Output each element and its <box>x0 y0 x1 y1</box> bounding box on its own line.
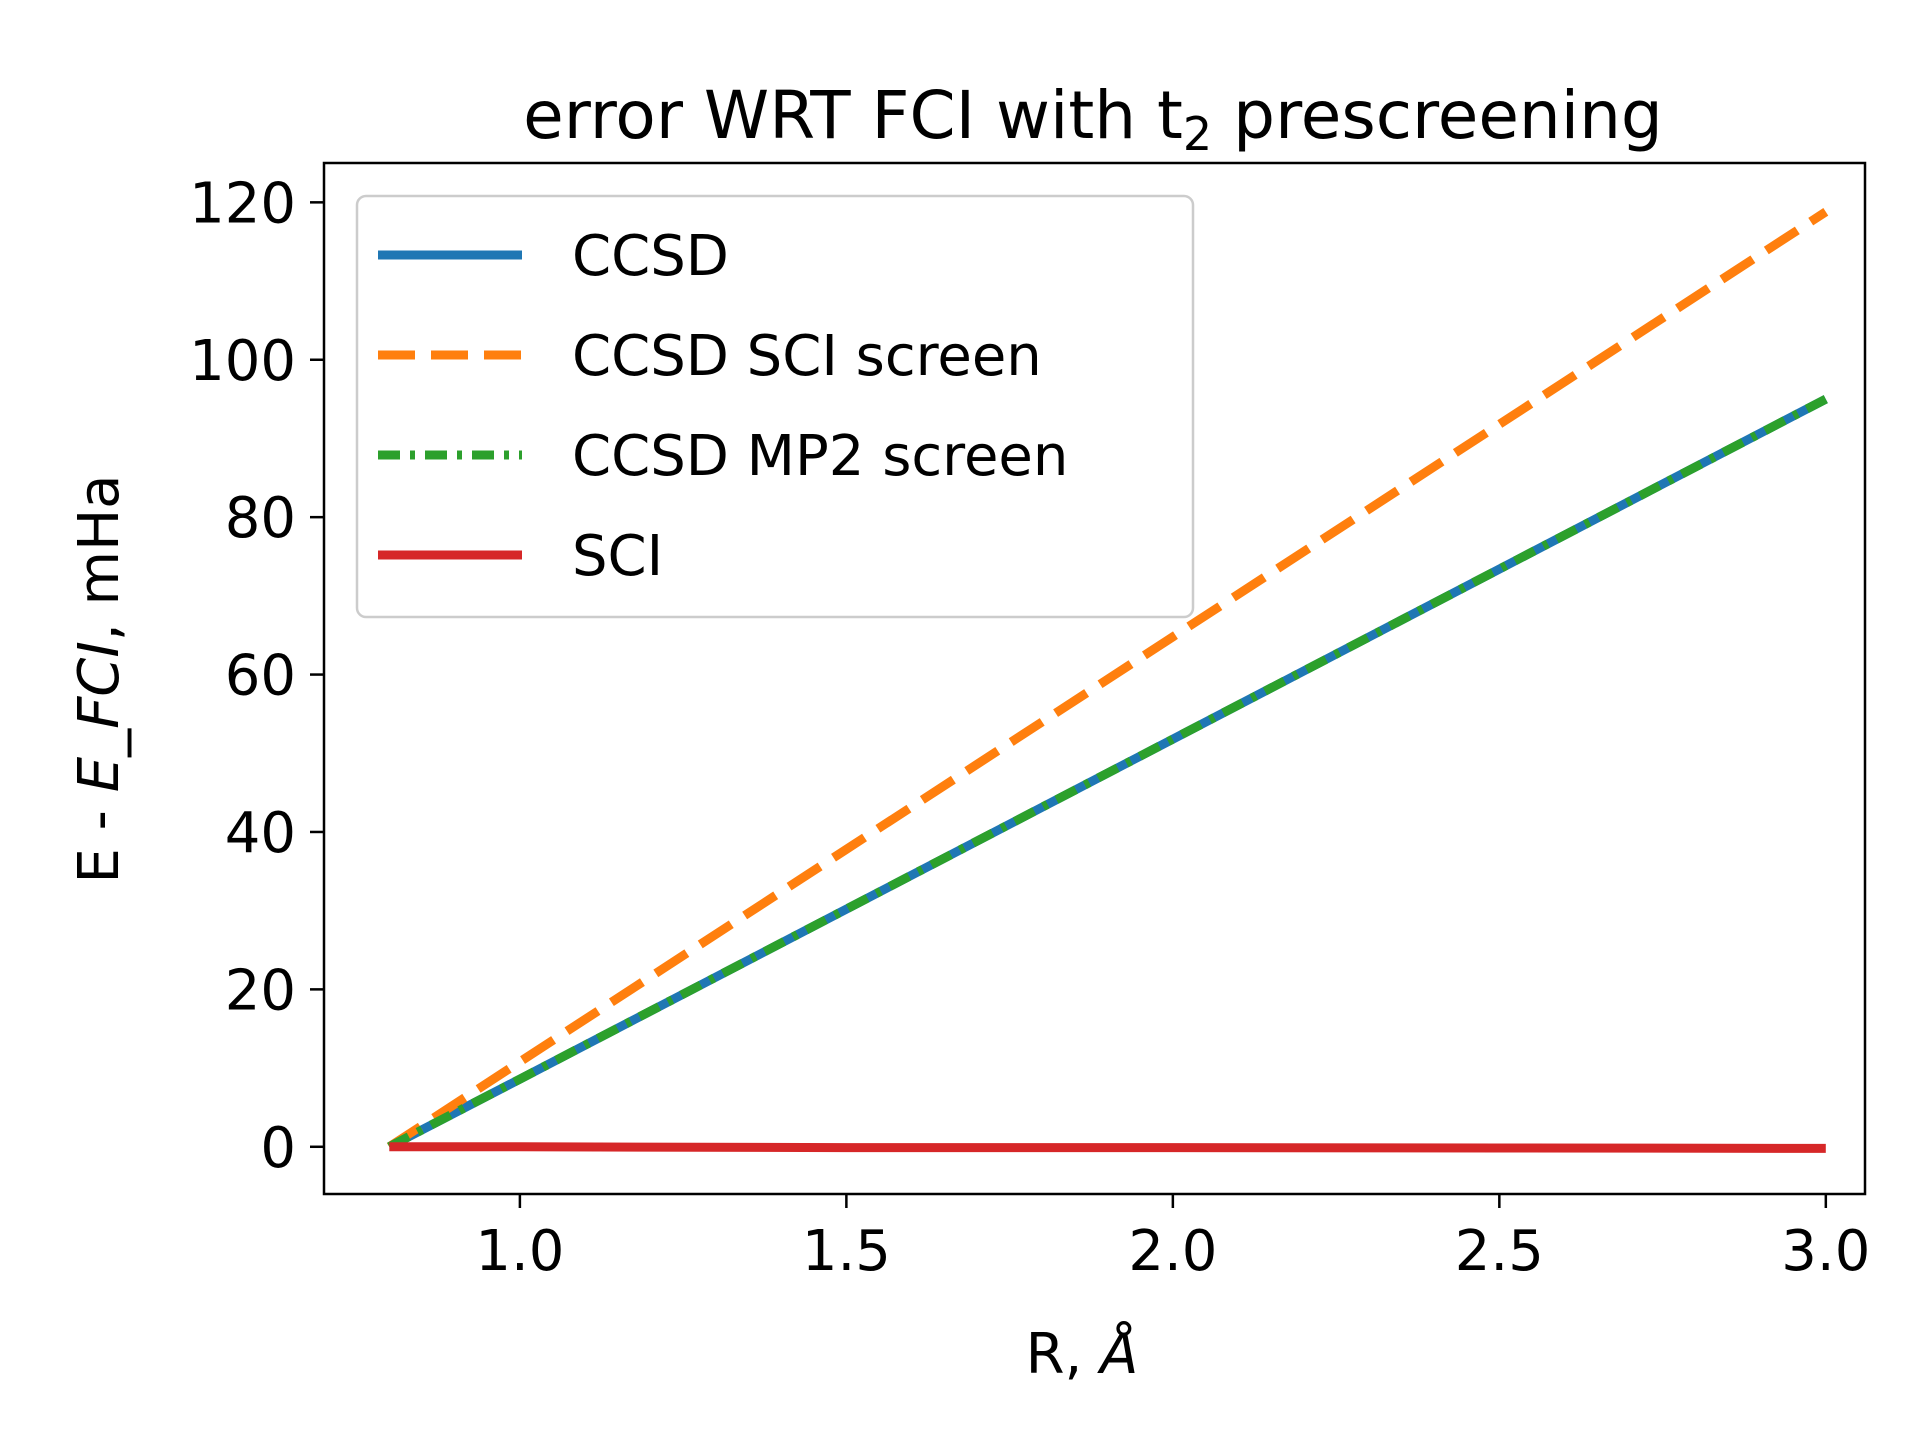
legend-label-sci: SCI <box>572 524 663 589</box>
chart-title: error WRT FCI with t2 prescreening <box>523 77 1663 161</box>
x-tick-label: 1.5 <box>802 1219 891 1284</box>
series-line-ccsd-sci-screen <box>386 208 1829 1151</box>
chart-title-suffix: prescreening <box>1212 77 1663 154</box>
chart-title-main: error WRT FCI with t <box>523 77 1183 154</box>
y-tick-label: 100 <box>189 329 296 394</box>
series-line-ccsd <box>387 395 1828 1151</box>
y-tick-label: 80 <box>225 486 296 551</box>
y-tick-label: 120 <box>189 171 296 236</box>
x-tick-label: 1.0 <box>475 1219 564 1284</box>
plot-frame <box>322 161 1867 1196</box>
x-axis-label: R, Å <box>1026 1321 1139 1387</box>
y-axis-label: E - E_FCI, mHa <box>67 475 132 884</box>
legend-entries: CCSD CCSD SCI screen CCSD MP2 screen SCI <box>378 224 1068 589</box>
series-line-sci <box>389 1142 1826 1153</box>
legend-label-ccsd-mp2-screen: CCSD MP2 screen <box>572 424 1068 489</box>
y-tick-label: 0 <box>260 1116 296 1181</box>
x-tick-label: 2.5 <box>1455 1219 1544 1284</box>
y-axis-label-text: E - <box>67 792 132 883</box>
chart-title-subscript: 2 <box>1183 107 1212 161</box>
y-tick-label: 40 <box>225 801 296 866</box>
series-layer <box>386 208 1829 1153</box>
y-axis-label-symbol: E_FCI <box>67 641 132 792</box>
y-tick-label: 20 <box>225 958 296 1023</box>
legend: CCSD CCSD SCI screen CCSD MP2 screen SCI <box>355 194 1195 619</box>
legend-box <box>355 194 1195 619</box>
y-axis-label-unit: , mHa <box>67 475 132 642</box>
x-tick-label: 2.0 <box>1128 1219 1217 1284</box>
x-axis-label-unit: Å <box>1097 1321 1138 1387</box>
x-axis-ticks: 1.0 1.5 2.0 2.5 3.0 <box>475 1194 1870 1284</box>
legend-label-ccsd: CCSD <box>572 224 729 289</box>
legend-label-ccsd-sci-screen: CCSD SCI screen <box>572 324 1042 389</box>
y-axis-ticks: 0 20 40 60 80 100 120 <box>189 171 324 1181</box>
x-axis-label-text: R, <box>1026 1322 1101 1387</box>
x-tick-label: 3.0 <box>1781 1219 1870 1284</box>
y-tick-label: 60 <box>225 644 296 709</box>
